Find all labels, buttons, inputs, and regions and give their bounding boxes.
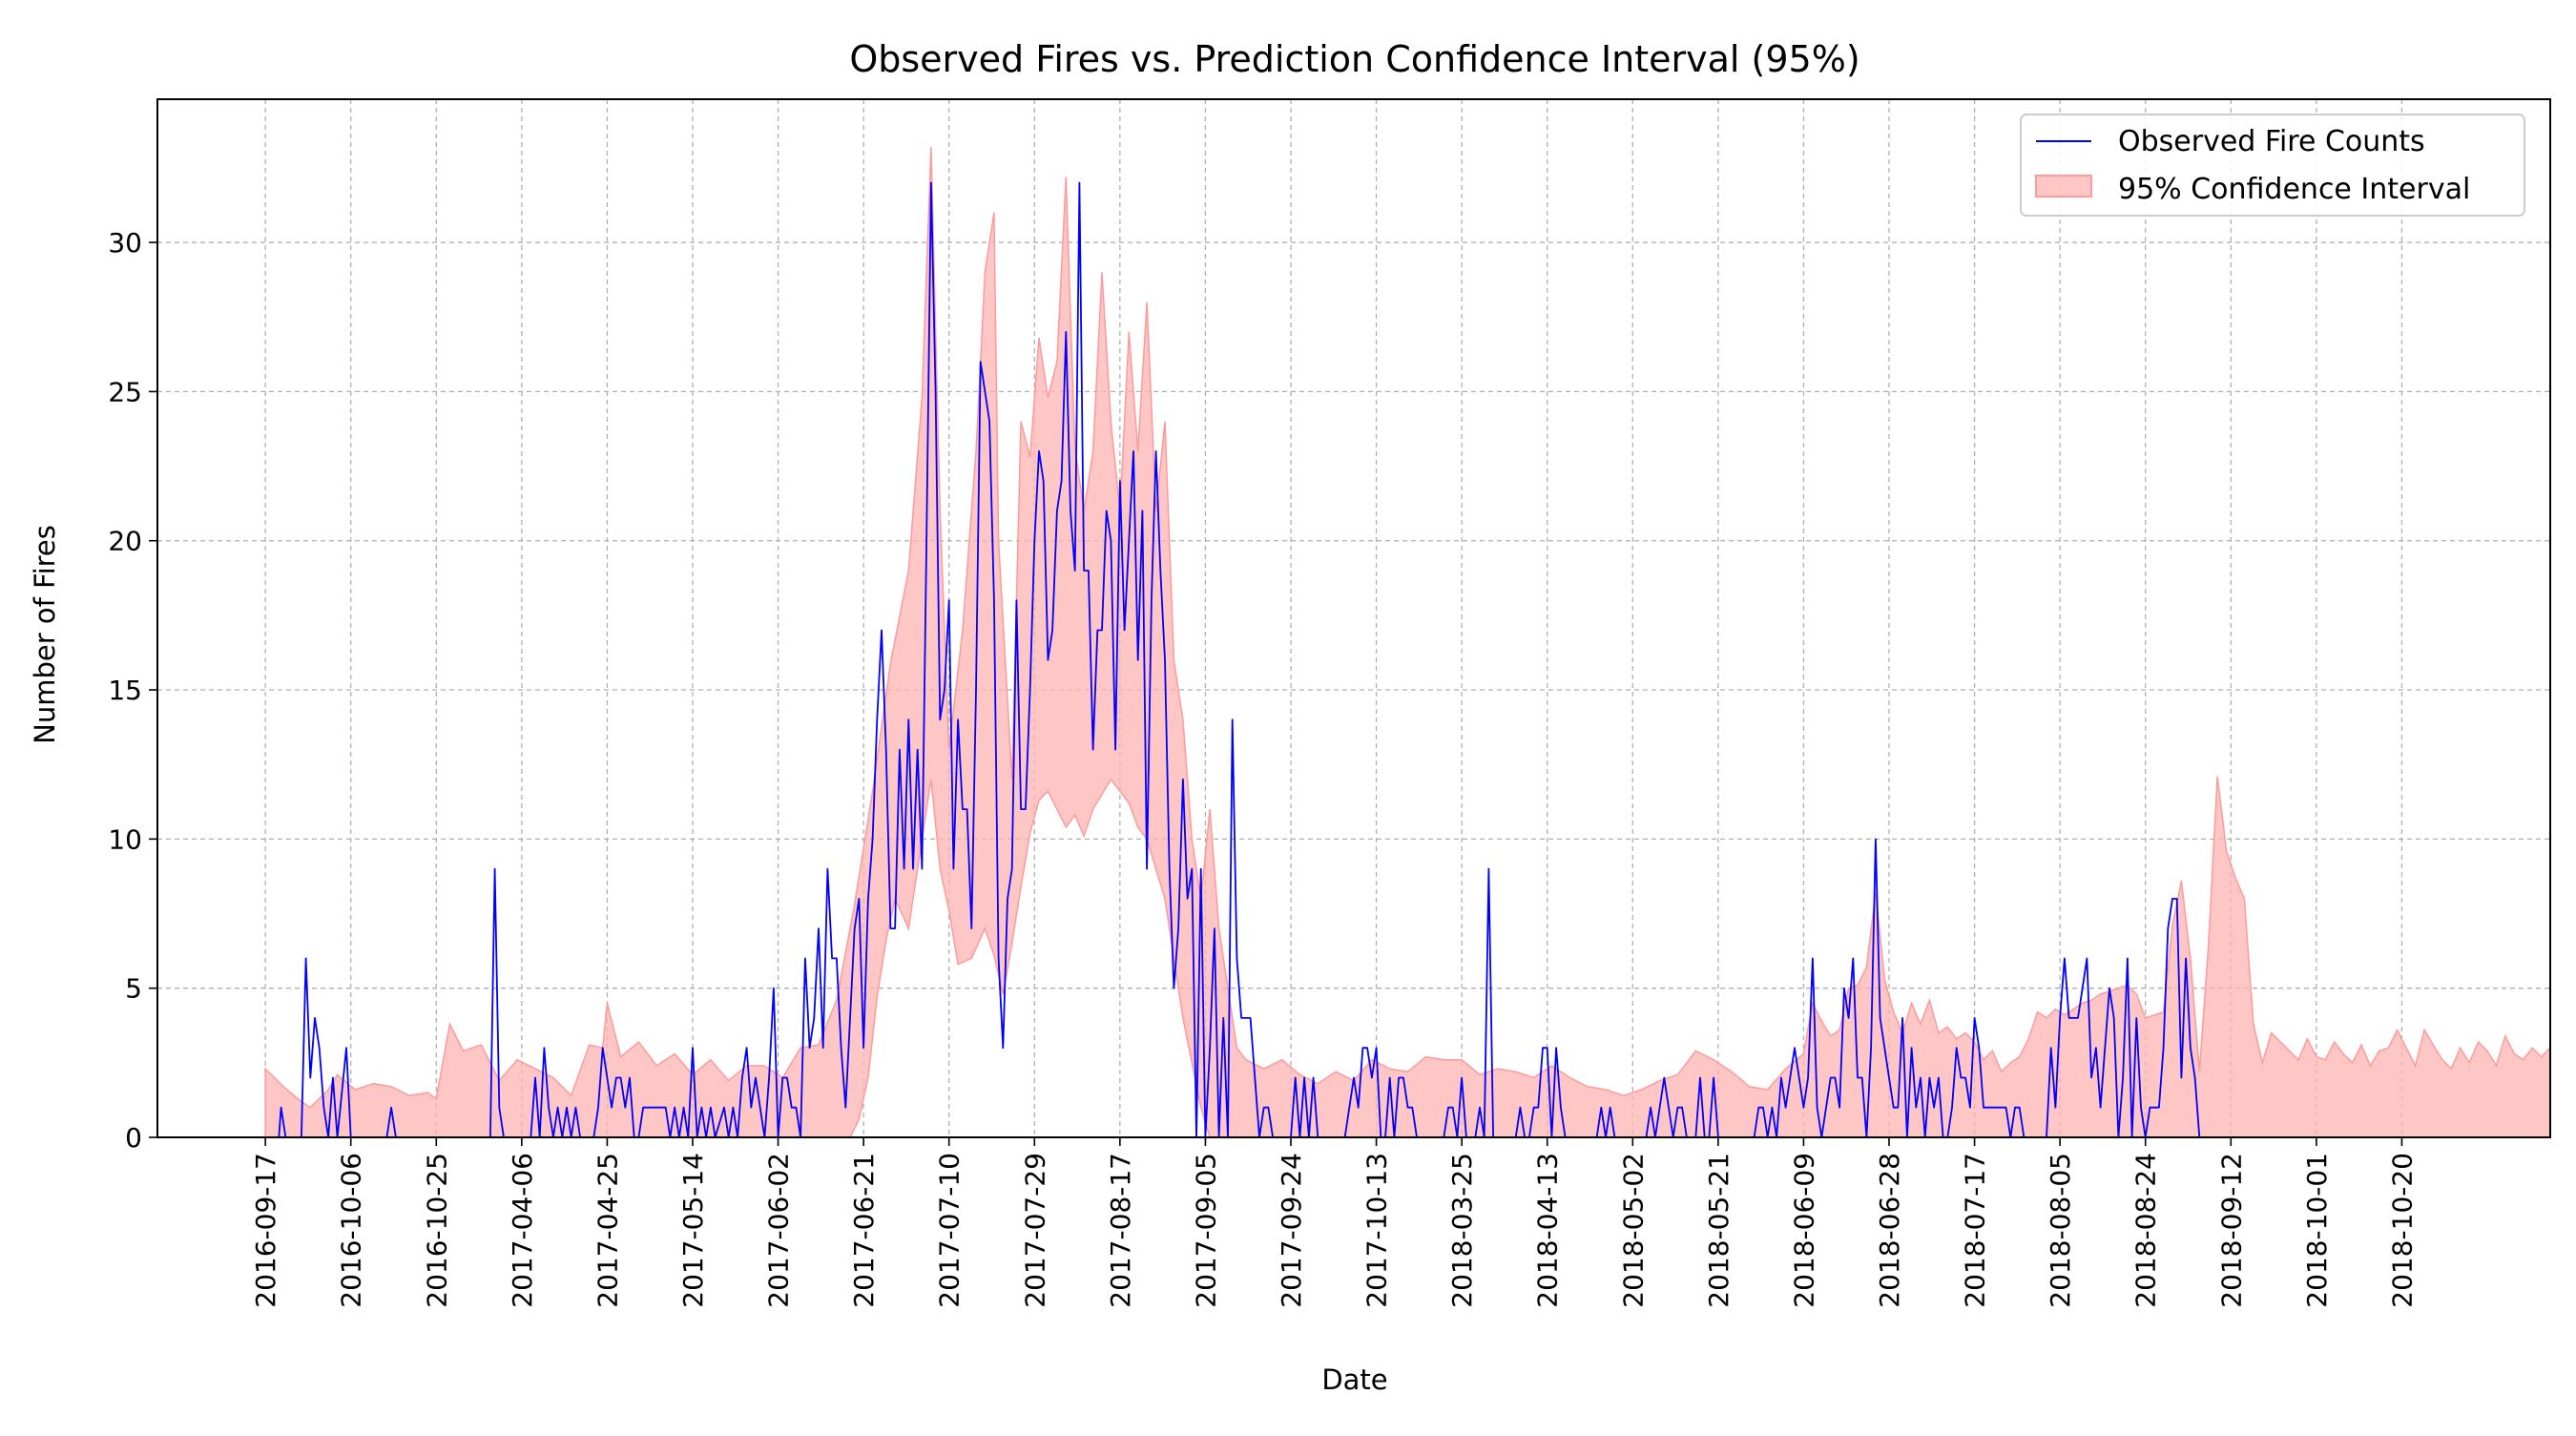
legend-swatch-ci [2035,175,2092,198]
chart-title: Observed Fires vs. Prediction Confidence… [849,38,1859,80]
x-tick-label: 2018-06-09 [1788,1153,1819,1308]
x-tick-label: 2017-07-29 [1019,1153,1050,1308]
y-tick-label: 25 [108,376,142,407]
x-tick-label: 2018-07-17 [1960,1153,1991,1308]
x-tick-label: 2018-03-25 [1446,1153,1478,1308]
x-tick-label: 2018-08-24 [2130,1153,2162,1308]
x-tick-label: 2018-10-20 [2386,1153,2418,1308]
legend-box [2020,114,2525,217]
legend: Observed Fire Counts 95% Confidence Inte… [2020,114,2525,217]
x-tick-label: 2018-10-01 [2301,1153,2333,1308]
x-tick-label: 2017-07-10 [934,1153,966,1308]
x-axis-label: Date [1321,1363,1387,1396]
x-tick-label: 2018-05-02 [1617,1153,1649,1308]
x-tick-label: 2017-10-13 [1361,1153,1393,1308]
y-tick-label: 5 [125,973,142,1005]
x-tick-label: 2017-09-24 [1276,1153,1307,1308]
x-tick-label: 2018-09-12 [2215,1153,2247,1308]
x-tick-label: 2017-04-25 [592,1153,623,1308]
x-tick-label: 2017-09-05 [1190,1153,1221,1308]
legend-label-ci: 95% Confidence Interval [2118,173,2470,206]
plot-frame [156,98,2551,1138]
legend-label-observed: Observed Fire Counts [2118,125,2425,158]
y-tick-label: 20 [108,526,142,557]
y-tick-label: 0 [125,1122,142,1154]
x-tick-label: 2018-08-05 [2045,1153,2076,1308]
grid-layer [157,99,2550,1138]
x-tick-label: 2016-10-06 [336,1153,367,1308]
x-tick-label: 2017-08-17 [1105,1153,1136,1308]
y-tick-label: 15 [108,675,142,706]
x-tick-label: 2018-06-28 [1874,1153,1905,1308]
y-tick-label: 10 [108,823,142,855]
observed-line [265,181,2298,1138]
x-tick-label: 2016-10-25 [421,1153,452,1308]
x-tick-label: 2017-06-02 [763,1153,795,1308]
x-tick-label: 2018-04-13 [1532,1153,1564,1308]
x-tick-label: 2017-04-06 [507,1153,538,1308]
x-tick-label: 2018-05-21 [1703,1153,1735,1308]
x-tick-label: 2016-09-17 [250,1153,281,1308]
tick-layer: 0 5 10 15 20 25 30 2016-09-17 2016-10-06 2016-10-… [108,227,2418,1308]
y-axis-label: Number of Fires [29,525,61,744]
x-tick-label: 2017-06-21 [848,1153,880,1308]
y-tick-label: 30 [108,227,142,259]
x-tick-label: 2017-05-14 [677,1153,709,1308]
